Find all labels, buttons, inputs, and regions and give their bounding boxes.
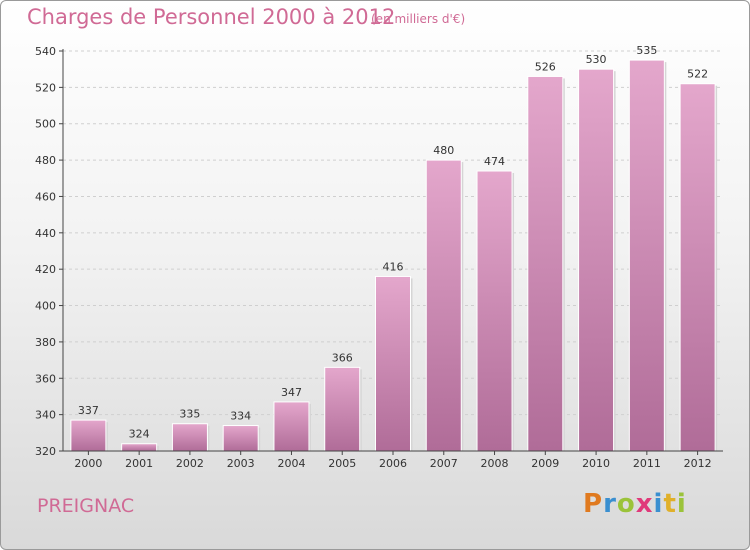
y-tick-label: 380 (35, 336, 56, 349)
bar (476, 170, 513, 452)
bar-value-label: 366 (332, 351, 353, 364)
bar (578, 68, 615, 452)
bar (121, 443, 158, 452)
bar (628, 59, 665, 452)
y-tick-label: 420 (35, 263, 56, 276)
x-tick-label: 2002 (176, 457, 204, 470)
bar (273, 401, 310, 452)
bar (425, 159, 462, 452)
x-tick-label: 2004 (277, 457, 305, 470)
bar-value-label: 480 (433, 144, 454, 157)
logo-letter: t (663, 489, 677, 519)
bar-value-label: 416 (383, 260, 404, 273)
bar (70, 419, 107, 452)
bar-value-label: 535 (636, 44, 657, 57)
bar (375, 275, 411, 452)
y-tick-label: 440 (35, 227, 56, 240)
bar-value-label: 347 (281, 386, 302, 399)
bar (222, 425, 259, 452)
x-tick-label: 2006 (379, 457, 407, 470)
logo-letter: i (653, 489, 664, 519)
bar (171, 423, 208, 452)
logo-letter: P (583, 489, 604, 519)
bar-value-label: 324 (129, 428, 150, 441)
y-tick-label: 480 (35, 154, 56, 167)
proxiti-logo: Proxiti (583, 489, 687, 519)
bar-value-label: 334 (230, 410, 251, 423)
x-tick-label: 2003 (227, 457, 255, 470)
y-tick-label: 360 (35, 372, 56, 385)
bar-value-label: 337 (78, 404, 99, 417)
x-tick-label: 2001 (125, 457, 153, 470)
town-name: PREIGNAC (37, 495, 135, 517)
logo-letter: i (676, 489, 687, 519)
bar (324, 366, 361, 452)
y-tick-label: 340 (35, 409, 56, 422)
logo-letter: o (616, 489, 636, 519)
bar (679, 83, 716, 452)
bar-value-label: 474 (484, 155, 505, 168)
bar-value-label: 335 (179, 408, 200, 421)
x-tick-label: 2010 (582, 457, 610, 470)
y-tick-label: 460 (35, 190, 56, 203)
bar-value-label: 522 (687, 68, 708, 81)
bar-value-label: 530 (586, 53, 607, 66)
y-tick-label: 540 (35, 45, 56, 58)
y-tick-label: 400 (35, 300, 56, 313)
bar-value-label: 526 (535, 60, 556, 73)
y-tick-label: 500 (35, 118, 56, 131)
logo-letter: r (603, 489, 617, 519)
y-tick-label: 520 (35, 81, 56, 94)
bar (527, 75, 564, 452)
x-tick-label: 2000 (74, 457, 102, 470)
y-tick-label: 320 (35, 445, 56, 458)
x-tick-label: 2009 (531, 457, 559, 470)
x-tick-label: 2007 (430, 457, 458, 470)
chart-title: Charges de Personnel 2000 à 2012 (27, 5, 396, 29)
chart-subtitle: (en milliers d'€) (371, 12, 466, 26)
x-tick-label: 2005 (328, 457, 356, 470)
x-tick-label: 2011 (633, 457, 661, 470)
x-tick-label: 2008 (481, 457, 509, 470)
logo-letter: x (635, 489, 654, 519)
x-tick-label: 2012 (684, 457, 712, 470)
